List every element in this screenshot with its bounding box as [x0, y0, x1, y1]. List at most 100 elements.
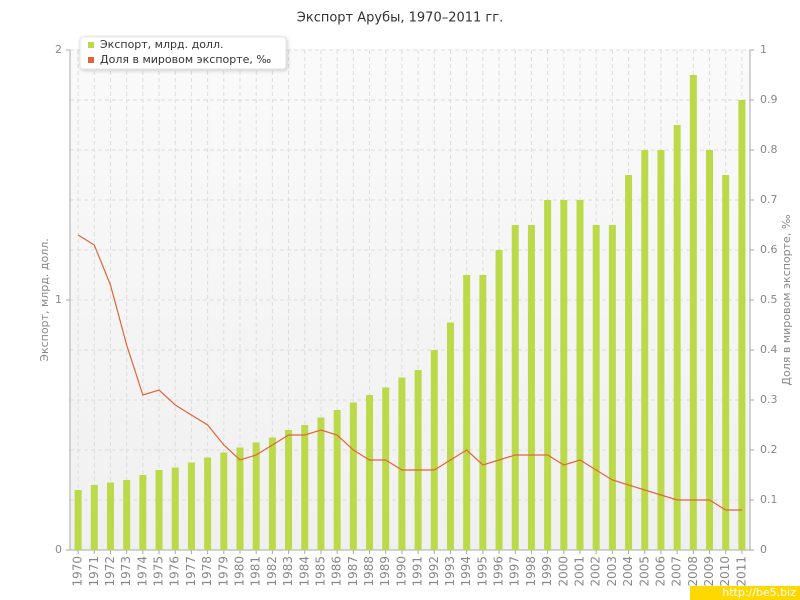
- y2-tick-label: 0.5: [760, 293, 778, 306]
- y2-tick-label: 0.2: [760, 443, 778, 456]
- bar: [333, 410, 341, 550]
- watermark: http://be5.biz: [722, 586, 796, 599]
- x-tick-label: 2008: [686, 556, 700, 587]
- bar: [657, 150, 665, 550]
- line: [77, 234, 742, 511]
- x-tick-label: 2000: [556, 556, 570, 587]
- x-tick-label: 2002: [589, 556, 603, 587]
- x-tick-label: 1989: [378, 556, 392, 587]
- bar: [641, 150, 649, 550]
- bar: [446, 322, 454, 550]
- bar: [398, 377, 406, 550]
- x-tick-label: 1986: [330, 556, 344, 587]
- bar: [155, 470, 163, 550]
- y-tick-label: 0: [55, 543, 62, 556]
- x-tick-label: 1971: [87, 556, 101, 587]
- bar: [220, 452, 228, 550]
- bar: [544, 200, 552, 550]
- y2-tick-label: 0.9: [760, 93, 778, 106]
- bar: [625, 175, 633, 550]
- bar: [495, 250, 503, 550]
- bar: [90, 485, 98, 550]
- bar: [430, 350, 438, 550]
- x-tick-label: 1980: [233, 556, 247, 587]
- x-tick-label: 1977: [184, 556, 198, 587]
- x-tick-label: 2001: [573, 556, 587, 587]
- x-tick-label: 1976: [168, 556, 182, 587]
- y2-tick-label: 0.4: [760, 343, 778, 356]
- x-tick-label: 1985: [313, 556, 327, 587]
- bar: [349, 402, 357, 550]
- x-tick-label: 1975: [152, 556, 166, 587]
- x-tick-label: 1999: [540, 556, 554, 587]
- bar: [738, 100, 746, 550]
- bar: [560, 200, 568, 550]
- bar: [706, 150, 714, 550]
- x-tick-label: 1987: [346, 556, 360, 587]
- legend-marker: [88, 57, 94, 63]
- x-tick-label: 1993: [443, 556, 457, 587]
- x-tick-label: 1970: [71, 556, 85, 587]
- bar: [171, 467, 179, 550]
- x-tick-label: 1984: [297, 556, 311, 587]
- y2-tick-label: 0.6: [760, 243, 778, 256]
- bar: [463, 275, 471, 550]
- bar: [236, 447, 244, 550]
- y2-axis-title: Доля в мировом экспорте, ‰: [780, 214, 793, 385]
- bar: [479, 275, 487, 550]
- y2-tick-label: 0.3: [760, 393, 778, 406]
- bar: [608, 225, 616, 550]
- bar: [592, 225, 600, 550]
- y-tick-label: 2: [55, 43, 62, 56]
- x-tick-label: 1992: [427, 556, 441, 587]
- x-tick-label: 1972: [103, 556, 117, 587]
- x-tick-label: 1981: [249, 556, 263, 587]
- bar: [123, 480, 131, 550]
- bar: [382, 387, 390, 550]
- bar: [414, 370, 422, 550]
- y-axis-title: Экспорт, млрд. долл.: [38, 238, 51, 361]
- bar: [366, 395, 374, 550]
- bar: [317, 417, 325, 550]
- x-tick-label: 2009: [702, 556, 716, 587]
- bar: [576, 200, 584, 550]
- bar: [527, 225, 535, 550]
- bar: [187, 462, 195, 550]
- x-tick-label: 2011: [734, 556, 748, 587]
- x-tick-label: 2010: [718, 556, 732, 587]
- bar: [74, 490, 82, 550]
- x-tick-label: 1983: [281, 556, 295, 587]
- legend-label: Экспорт, млрд. долл.: [100, 38, 223, 51]
- y2-tick-label: 0.1: [760, 493, 778, 506]
- bar: [268, 437, 276, 550]
- x-tick-label: 1978: [200, 556, 214, 587]
- y-tick-label: 1: [55, 293, 62, 306]
- bar: [204, 457, 212, 550]
- bar: [252, 442, 260, 550]
- bar: [689, 75, 697, 550]
- legend-marker: [88, 42, 94, 48]
- x-tick-label: 2007: [670, 556, 684, 587]
- x-tick-label: 1991: [411, 556, 425, 587]
- x-tick-label: 1998: [524, 556, 538, 587]
- bar: [139, 475, 147, 550]
- y2-tick-label: 1: [760, 43, 767, 56]
- x-tick-label: 1979: [216, 556, 230, 587]
- bar: [673, 125, 681, 550]
- y2-tick-label: 0: [760, 543, 767, 556]
- x-tick-label: 1973: [119, 556, 133, 587]
- legend-label: Доля в мировом экспорте, ‰: [100, 53, 271, 66]
- x-tick-label: 1997: [508, 556, 522, 587]
- bar: [301, 425, 309, 550]
- bar: [722, 175, 730, 550]
- bar: [106, 482, 114, 550]
- x-tick-label: 2006: [653, 556, 667, 587]
- x-tick-label: 1996: [492, 556, 506, 587]
- x-tick-label: 1988: [362, 556, 376, 587]
- x-tick-label: 1990: [394, 556, 408, 587]
- chart-title: Экспорт Арубы, 1970–2011 гг.: [297, 11, 503, 26]
- watermark-bg: [690, 586, 800, 600]
- legend-box: [79, 36, 287, 70]
